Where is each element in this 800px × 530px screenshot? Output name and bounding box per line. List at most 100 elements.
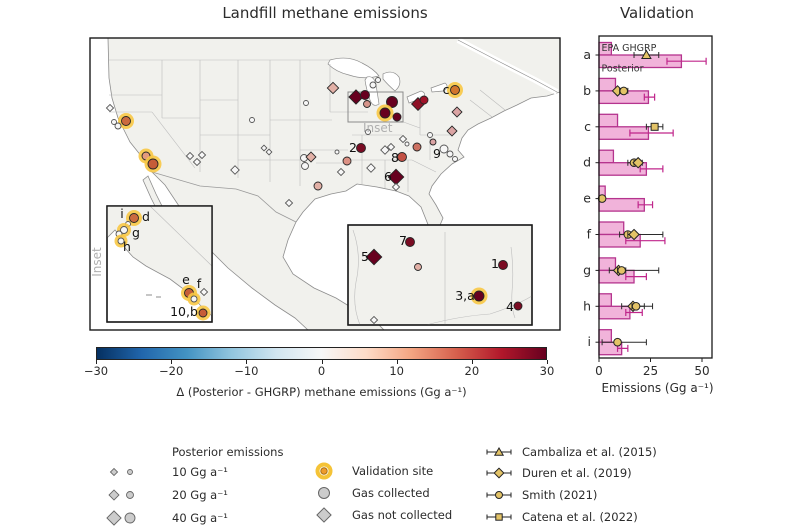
- validation-marker-circle: [597, 194, 607, 203]
- colorbar-tick-label: 20: [464, 364, 480, 378]
- colorbar-tick: [547, 360, 548, 364]
- map-marker-diamond: [199, 287, 209, 297]
- colorbar-tick: [246, 360, 248, 364]
- circle-icon: [318, 487, 330, 499]
- land-mainland: [107, 38, 560, 330]
- map-marker-circle: [356, 143, 366, 153]
- map-title: Landfill methane emissions: [222, 4, 428, 22]
- legend-size-item: 20 Gg a⁻¹: [104, 483, 228, 506]
- map-marker-circle: [397, 152, 407, 162]
- map-site-label: 10,b: [170, 304, 198, 319]
- posterior-error-bar: [625, 237, 666, 245]
- category-label: g: [583, 262, 591, 277]
- category-label: c: [584, 119, 591, 134]
- colorbar-tick-label: 0: [317, 364, 326, 378]
- category-label: h: [583, 298, 591, 313]
- map-marker-circle: [412, 142, 422, 152]
- category-label: d: [583, 155, 591, 170]
- map-marker-circle: [301, 162, 309, 170]
- validation-marker-triangle: [641, 49, 652, 59]
- map-marker-diamond: [366, 163, 376, 173]
- diamond-marker-icon: [486, 467, 512, 479]
- map-marker-diamond: [326, 81, 340, 95]
- size-icons: [108, 488, 134, 501]
- map-marker-circle: [405, 237, 415, 247]
- posterior-error-bar: [666, 57, 707, 65]
- map-marker-diamond: [197, 150, 207, 160]
- st-lawrence-line: [457, 39, 558, 93]
- chart-frame: [598, 35, 713, 359]
- map-marker-diamond: [391, 182, 401, 192]
- validation-marker-square: [650, 122, 659, 131]
- validation-error-bar: [601, 339, 647, 346]
- map-marker-diamond: [265, 148, 273, 156]
- map-geography: [107, 38, 560, 330]
- size-icons: [106, 509, 136, 526]
- inset-label-midwest: Inset: [363, 121, 393, 135]
- map-marker-circle: [198, 308, 208, 318]
- legend-type-item: Validation site: [310, 460, 452, 482]
- colorbar-tick: [171, 360, 173, 364]
- posterior-error-bar: [629, 129, 674, 137]
- validation-marker-diamond: [632, 156, 644, 169]
- map-marker-diamond: [386, 142, 396, 152]
- legend-reference-label: Smith (2021): [522, 487, 598, 502]
- size-circle-icon: [126, 490, 134, 499]
- validation-marker-diamond: [628, 228, 640, 241]
- category-label: e: [583, 191, 591, 206]
- bar-epa-ghgrp: [598, 293, 613, 307]
- map-marker-diamond: [336, 167, 346, 177]
- legend-size-label: 20 Gg a⁻¹: [172, 487, 228, 502]
- inset-label-california: Inset: [90, 247, 104, 277]
- map-marker-circle: [473, 290, 485, 302]
- bar-epa-ghgrp: [598, 329, 613, 343]
- map-marker-circle: [375, 77, 381, 83]
- map-site-label: 8: [391, 150, 399, 165]
- colorbar-tick-label: 30: [539, 364, 555, 378]
- colorbar-tick: [321, 360, 323, 364]
- map-marker-circle: [498, 260, 508, 270]
- map-marker-circle: [342, 156, 352, 166]
- category-label: b: [583, 83, 591, 98]
- channel-islands: [146, 294, 161, 298]
- legend-reference-label: Catena et al. (2022): [522, 509, 638, 524]
- mexico-border: [151, 171, 297, 223]
- posterior-error-bar: [639, 165, 664, 173]
- map-site-label: 7: [399, 233, 407, 248]
- inset-midwest: [347, 224, 533, 326]
- map-marker-circle: [111, 119, 117, 125]
- colorbar-tick-label: 10: [389, 364, 404, 378]
- map-marker-circle: [334, 149, 340, 155]
- map-frame: [89, 37, 561, 331]
- map-markers: [105, 77, 463, 208]
- map-site-label: 5: [361, 249, 369, 264]
- bar-epa-ghgrp: [598, 113, 619, 128]
- legend-reference-item: Smith (2021): [484, 484, 657, 506]
- map-marker-circle: [446, 150, 454, 158]
- map-site-label: 3,a: [455, 288, 475, 303]
- map-marker-diamond: [185, 151, 195, 161]
- legend-size-title: Posterior emissions: [172, 445, 284, 459]
- map-marker-diamond: [369, 315, 379, 325]
- map-marker-circle: [114, 122, 122, 130]
- x-tick-label: 0: [595, 364, 603, 378]
- inset-ca-border: [149, 205, 213, 267]
- posterior-error-bar: [625, 309, 643, 316]
- bar-epa-ghgrp: [598, 77, 617, 92]
- category-label: f: [587, 227, 592, 242]
- legend-type-label: Gas not collected: [352, 508, 453, 522]
- map-site-label: e: [182, 272, 190, 287]
- chart-x-axis-label: Emissions (Gg a⁻¹): [601, 381, 714, 395]
- map-marker-circle: [363, 100, 371, 108]
- posterior-error-bar: [637, 201, 654, 209]
- map-site-label: 6: [384, 169, 392, 184]
- colorbar-tick: [96, 360, 97, 364]
- inset-mw-borders: [352, 229, 533, 326]
- map-marker-circle: [392, 112, 402, 122]
- map-marker-circle: [147, 158, 159, 170]
- inset-locator-box: [347, 91, 404, 123]
- legend-type-label: Validation site: [352, 464, 434, 478]
- map-marker-circle: [120, 226, 128, 234]
- validation-marker-circle: [631, 302, 641, 311]
